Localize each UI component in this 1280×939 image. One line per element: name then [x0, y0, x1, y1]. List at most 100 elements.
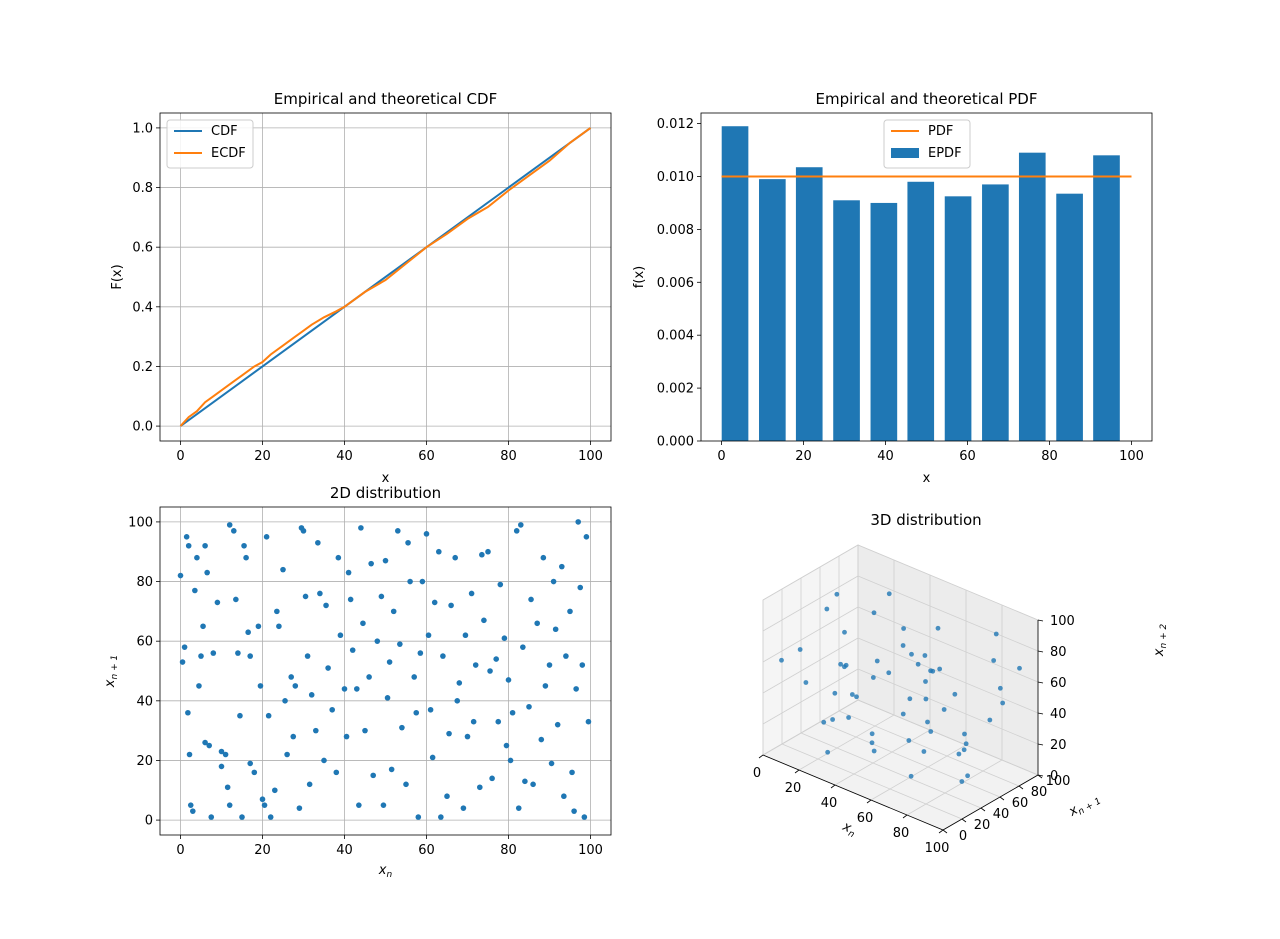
scatter3d-xaxis: [762, 754, 944, 831]
scatter2d-point: [397, 641, 403, 647]
scatter3d-gridline: [857, 668, 1039, 745]
scatter3d-xtick-label: 100: [925, 841, 950, 856]
scatter2d-point: [306, 781, 313, 788]
scatter2d-xlabel: xn: [378, 863, 393, 880]
scatter3d-gridline: [762, 544, 859, 601]
scatter3d-point: [843, 662, 849, 668]
scatter3d-point: [941, 707, 947, 712]
scatter2d-point: [265, 712, 272, 719]
epdf-bar: [944, 196, 972, 441]
scatter2d-point: [462, 632, 469, 639]
scatter2d-point: [308, 692, 315, 698]
scatter3d-xtick-label: 40: [821, 796, 838, 811]
scatter2d-point: [177, 572, 184, 579]
scatter2d-point: [370, 772, 377, 779]
scatter2d-point: [452, 554, 459, 561]
scatter2d-point: [356, 802, 362, 808]
epdf-bar: [907, 181, 935, 441]
scatter3d-ztick-mark: [1037, 743, 1044, 746]
scatter3d-point: [993, 631, 999, 637]
scatter2d-point: [237, 712, 243, 719]
scatter3d-points: [779, 591, 1022, 784]
cdf-xtick-label: 0: [176, 449, 184, 464]
scatter2d-point: [417, 650, 424, 656]
scatter2d-point: [317, 590, 323, 597]
scatter2d-point: [284, 751, 290, 758]
scatter2d-point: [548, 760, 555, 767]
scatter2d-point: [208, 814, 215, 820]
scatter3d-xtick-label: 80: [893, 826, 910, 841]
scatter2d-ylabel: xn + 1: [103, 655, 120, 688]
scatter2d-point: [218, 748, 225, 755]
scatter2d-point: [181, 644, 188, 650]
scatter2d-ytick-label: 100: [128, 515, 153, 530]
scatter3d-point: [997, 685, 1003, 691]
cdf-ytick-label: 0.8: [132, 181, 153, 196]
scatter3d-gridline: [834, 729, 931, 786]
pdf-ticks: 0 20 40 60 80 100 0.000 0.002 0.004 0.006 0.008 0.0…: [657, 117, 1144, 464]
scatter3d-point: [925, 719, 930, 725]
scatter2d-point: [300, 528, 307, 534]
cdf-xtick-label: 40: [336, 449, 353, 464]
scatter2d-point: [247, 760, 253, 767]
scatter2d-point: [251, 769, 258, 776]
scatter2d-point: [522, 778, 528, 785]
cdf-legend-cdf-label: CDF: [211, 124, 238, 139]
scatter3d-gridline: [800, 732, 982, 809]
scatter3d-point: [962, 731, 967, 737]
scatter3d-ztick-mark: [1037, 774, 1044, 777]
scatter3d-gridline: [838, 710, 1020, 787]
scatter2d-point: [280, 566, 286, 573]
scatter2d-point: [183, 534, 190, 540]
scatter2d-point: [577, 584, 584, 591]
scatter2d-ytick-label: 0: [145, 814, 153, 829]
scatter2d-point: [226, 802, 233, 808]
scatter2d-point: [325, 665, 331, 671]
scatter2d-point: [423, 531, 430, 537]
scatter2d-point: [456, 680, 463, 686]
scatter2d-point: [399, 724, 405, 731]
scatter2d-point: [390, 608, 397, 615]
cdf-title: Empirical and theoretical CDF: [274, 90, 497, 108]
scatter2d-point: [206, 742, 212, 749]
scatter2d-point: [438, 814, 444, 820]
cdf-line: [179, 127, 592, 427]
scatter2d-point: [520, 644, 526, 650]
cdf-legend: CDF ECDF: [166, 119, 254, 169]
scatter3d-point: [956, 751, 962, 757]
cdf-xtick-label: 80: [500, 449, 517, 464]
scatter2d-point: [366, 674, 372, 680]
scatter2d-point: [468, 590, 475, 597]
epdf-bar: [982, 184, 1009, 441]
scatter3d-point: [907, 696, 913, 702]
epdf-bar: [1093, 155, 1120, 442]
scatter3d-ytick-mark: [999, 796, 1005, 801]
scatter2d-point: [329, 706, 336, 713]
cdf-grid: [160, 113, 611, 441]
scatter3d-ytick-mark: [980, 807, 986, 812]
scatter2d-point: [477, 784, 483, 791]
scatter2d-point: [407, 578, 413, 585]
epdf-bar: [870, 202, 898, 441]
scatter2d-point: [362, 727, 368, 734]
scatter2d-point: [194, 554, 200, 561]
scatter3d-xtick-mark: [902, 814, 908, 819]
pdf-subplot: 0 20 40 60 80 100 0.000 0.002 0.004 0.006 0.008 0.0…: [632, 90, 1153, 486]
scatter2d-point: [222, 751, 229, 758]
scatter2d-point: [374, 638, 381, 644]
scatter3d-title: 3D distribution: [870, 511, 981, 529]
scatter2d-point: [431, 599, 438, 606]
cdf-ytick-label: 0.2: [132, 360, 153, 375]
scatter3d-ytick-label: 40: [993, 807, 1010, 822]
scatter3d-yaxis: [942, 774, 1039, 831]
scatter2d-point: [276, 623, 282, 630]
scatter2d-point: [454, 698, 461, 704]
scatter2d-xtick-label: 80: [500, 843, 517, 858]
scatter3d-xtick-label: 0: [753, 766, 761, 781]
scatter2d-point: [546, 662, 553, 668]
scatter3d-point: [1017, 665, 1022, 671]
epdf-bar: [759, 179, 786, 441]
scatter2d-point: [233, 596, 239, 603]
